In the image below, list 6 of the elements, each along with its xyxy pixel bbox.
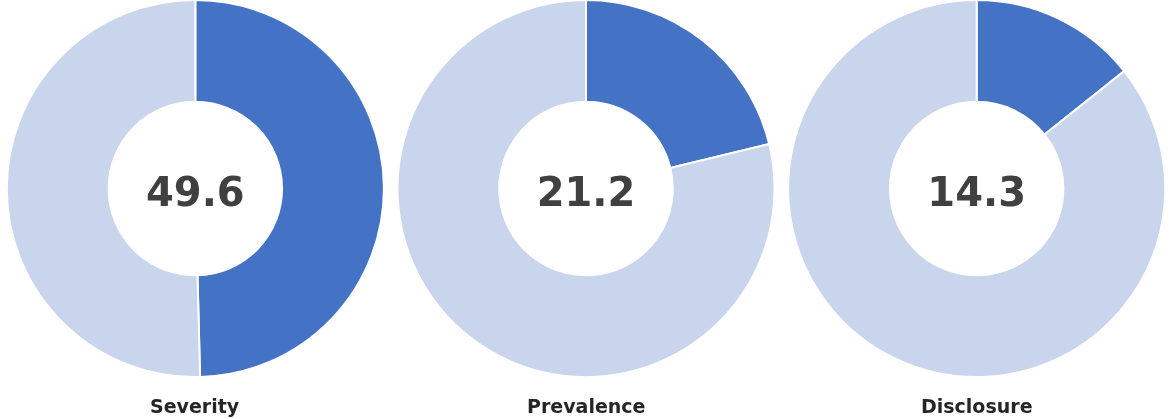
text: Disclosure: [921, 395, 1033, 417]
text: 14.3: [927, 168, 1027, 215]
text: 21.2: [536, 168, 636, 215]
text: Prevalence: [527, 395, 646, 417]
text: 49.6: [145, 168, 245, 215]
text: Severity: [150, 395, 240, 417]
